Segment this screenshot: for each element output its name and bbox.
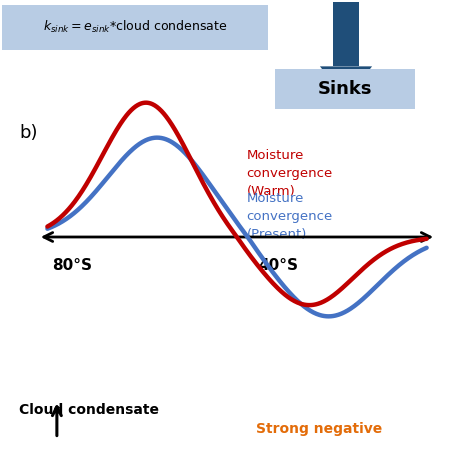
FancyBboxPatch shape bbox=[333, 2, 359, 66]
Text: Moisture
convergence
(Warm): Moisture convergence (Warm) bbox=[246, 149, 333, 198]
FancyBboxPatch shape bbox=[275, 69, 415, 109]
Text: $k_{sink}=e_{sink}$*cloud condensate: $k_{sink}=e_{sink}$*cloud condensate bbox=[43, 19, 228, 35]
Text: 80°S: 80°S bbox=[52, 258, 92, 273]
Text: Strong negative: Strong negative bbox=[256, 422, 382, 436]
Text: b): b) bbox=[19, 124, 37, 142]
Text: Sinks: Sinks bbox=[318, 80, 372, 98]
FancyBboxPatch shape bbox=[2, 5, 268, 50]
Polygon shape bbox=[320, 66, 372, 100]
Text: Cloud condensate: Cloud condensate bbox=[19, 403, 159, 417]
Text: Moisture
convergence
(Present): Moisture convergence (Present) bbox=[246, 192, 333, 241]
Text: 40°S: 40°S bbox=[259, 258, 299, 273]
